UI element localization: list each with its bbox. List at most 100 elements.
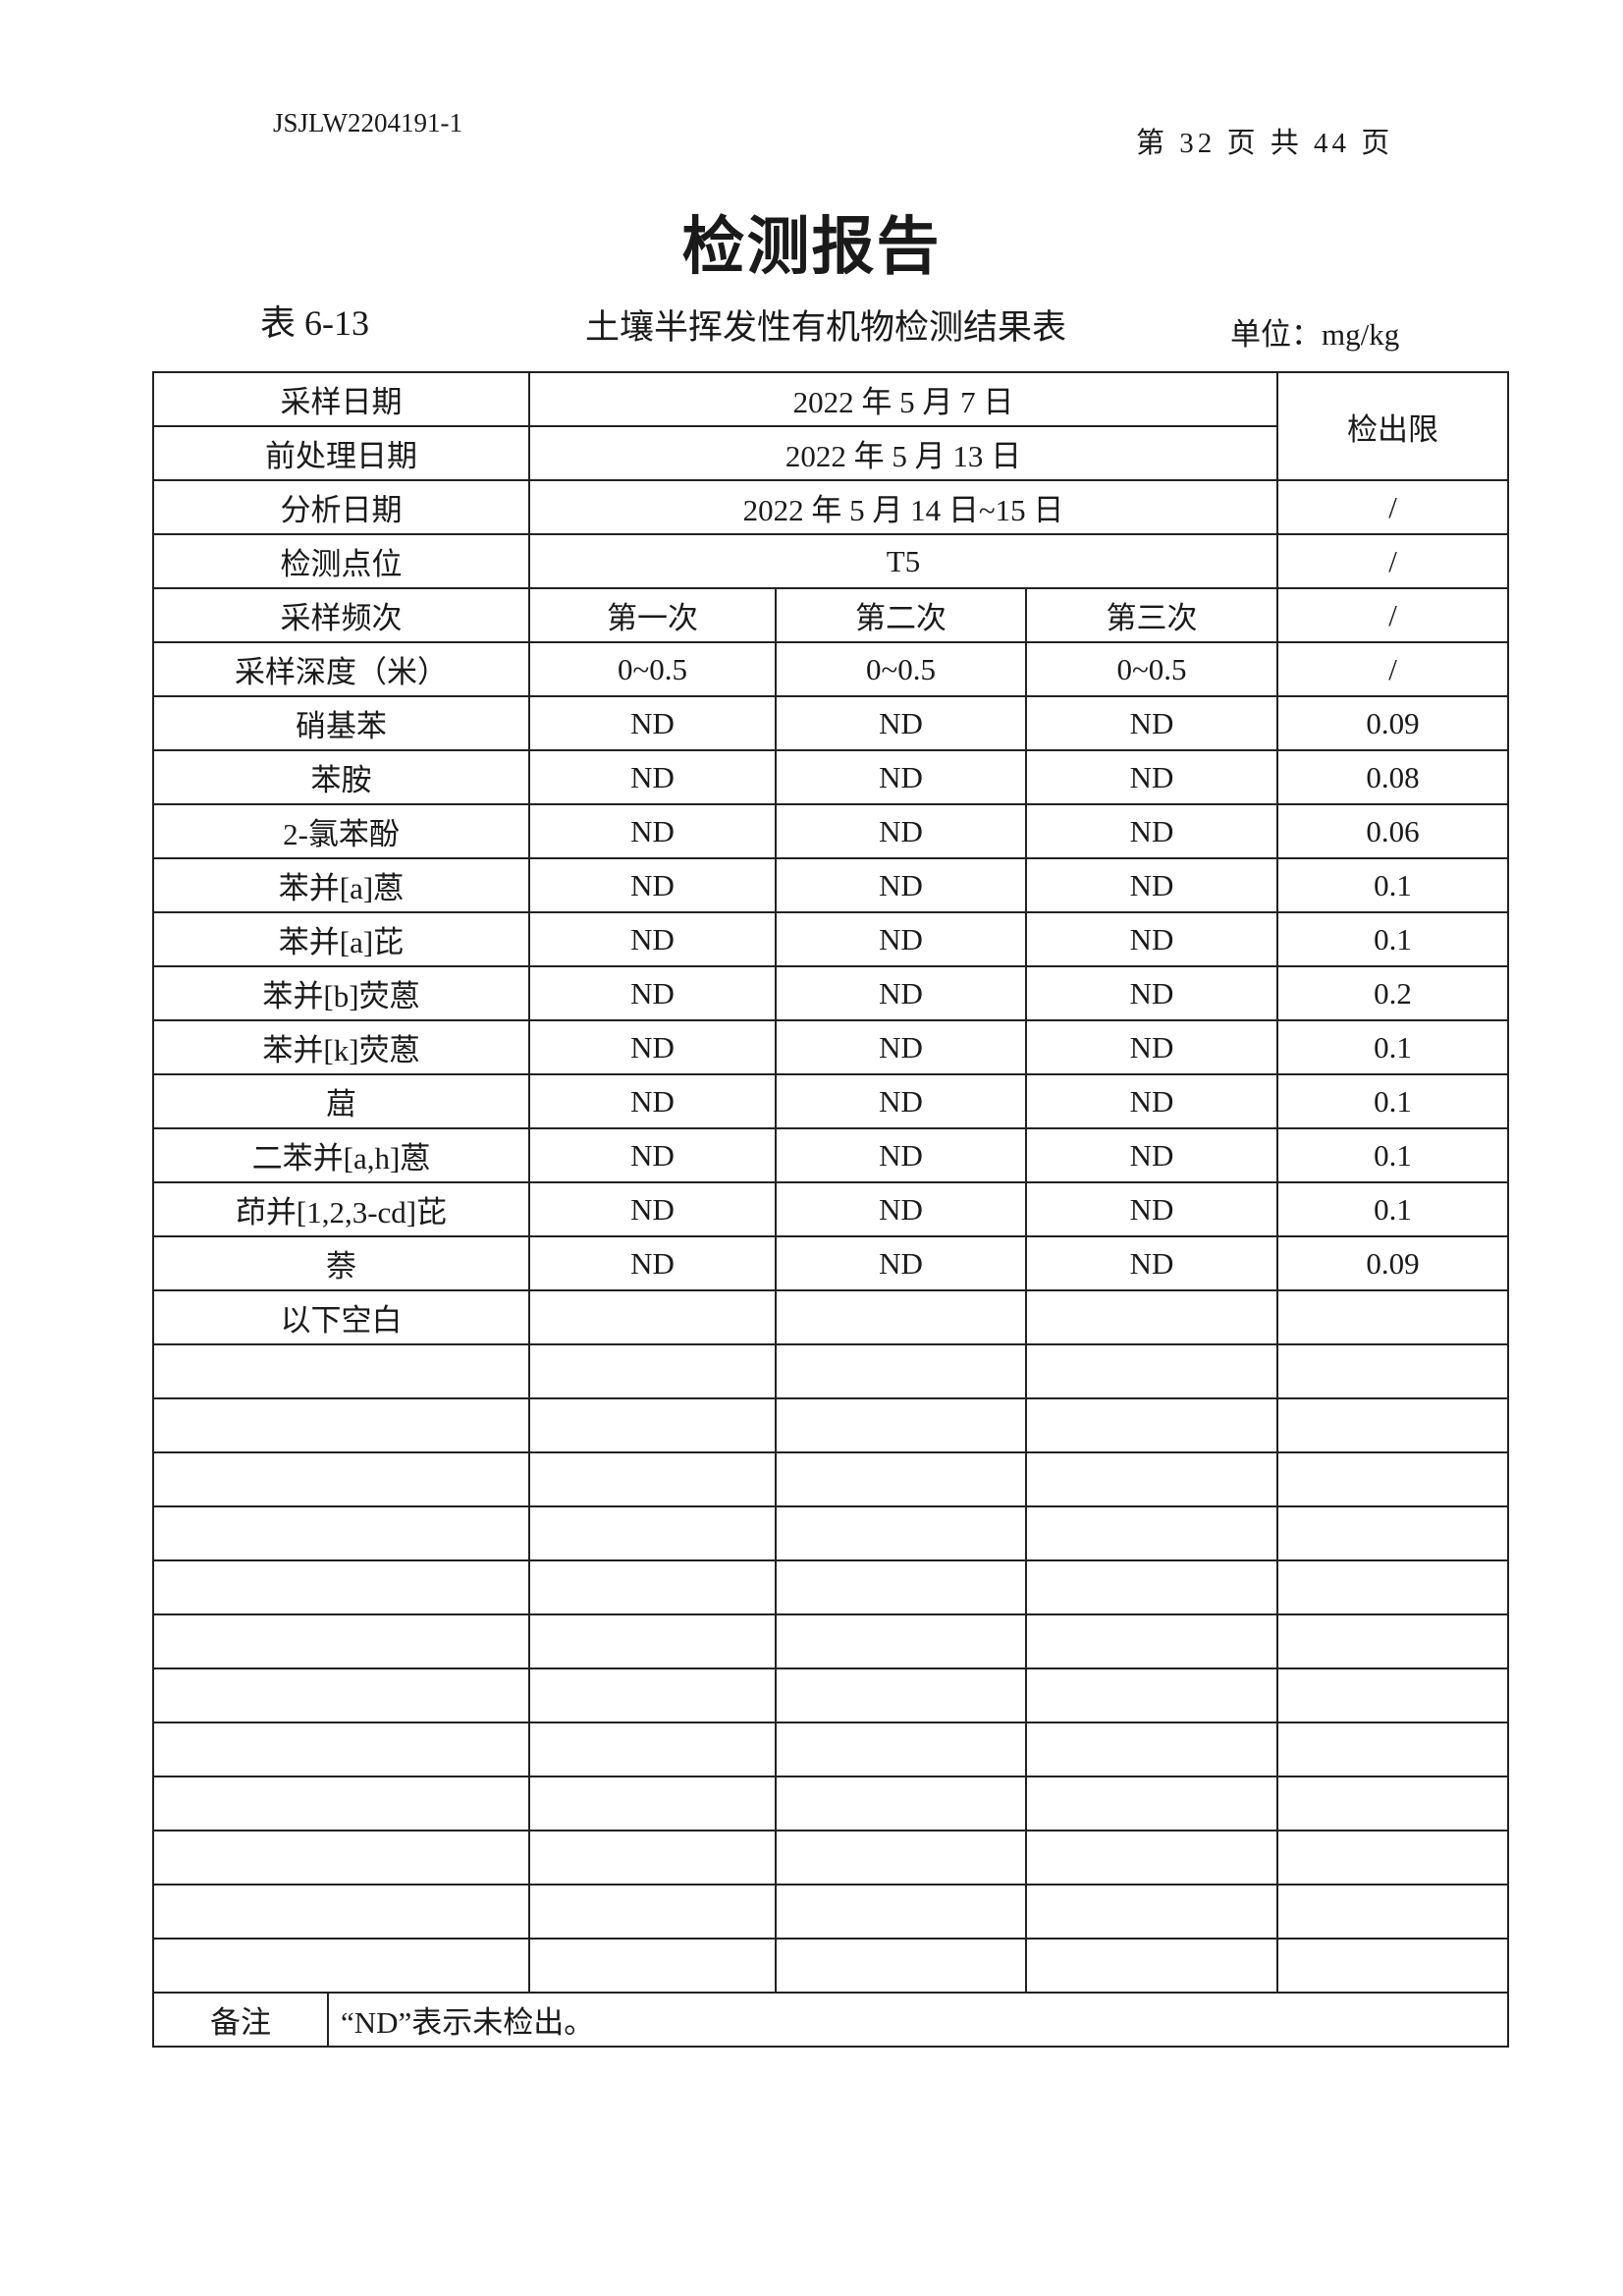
empty-cell <box>1276 1451 1510 1507</box>
result-cell: ND <box>528 1235 777 1291</box>
result-cell: ND <box>775 1235 1027 1291</box>
blank-row <box>152 1776 1510 1831</box>
empty-cell <box>528 1289 777 1345</box>
depth-cell: 0~0.5 <box>528 641 777 697</box>
empty-cell <box>1276 1667 1510 1723</box>
result-cell: ND <box>1024 1073 1279 1129</box>
detection-limit-header: 检出限 <box>1276 371 1510 481</box>
empty-cell <box>775 1884 1027 1940</box>
depth-label: 采样深度（米） <box>152 641 530 697</box>
empty-cell <box>775 1776 1027 1831</box>
limit-cell: / <box>1276 641 1510 697</box>
table-row: 二苯并[a,h]蒽 ND ND ND 0.1 <box>152 1127 1510 1183</box>
pretreat-date-label: 前处理日期 <box>152 425 530 481</box>
result-cell: ND <box>1024 965 1279 1021</box>
empty-cell <box>1276 1397 1510 1453</box>
sampling-date-label: 采样日期 <box>152 371 530 427</box>
empty-cell <box>1276 1722 1510 1777</box>
empty-cell <box>152 1776 530 1831</box>
empty-cell <box>775 1613 1027 1669</box>
result-cell: ND <box>775 1181 1027 1237</box>
compound-name: 2-氯苯酚 <box>152 803 530 859</box>
compound-name: 茚并[1,2,3-cd]芘 <box>152 1181 530 1237</box>
empty-cell <box>1024 1938 1279 1994</box>
frequency-cell: 第一次 <box>528 587 777 643</box>
table-row: 检测点位 T5 / <box>152 533 1510 589</box>
empty-cell <box>1024 1613 1279 1669</box>
blank-row <box>152 1667 1510 1723</box>
compound-name: 硝基苯 <box>152 695 530 751</box>
results-table: 采样日期 2022 年 5 月 7 日 检出限 前处理日期 2022 年 5 月… <box>152 371 1510 2048</box>
table-row: 苯胺 ND ND ND 0.08 <box>152 749 1510 805</box>
result-cell: ND <box>1024 1127 1279 1183</box>
result-cell: ND <box>775 965 1027 1021</box>
result-cell: ND <box>1024 1181 1279 1237</box>
table-row: 采样深度（米） 0~0.5 0~0.5 0~0.5 / <box>152 641 1510 697</box>
blank-row <box>152 1343 1510 1399</box>
table-title: 土壤半挥发性有机物检测结果表 <box>585 308 1067 347</box>
empty-cell <box>1276 1559 1510 1615</box>
empty-cell <box>1276 1830 1510 1886</box>
table-row: 萘 ND ND ND 0.09 <box>152 1235 1510 1291</box>
empty-cell <box>1024 1776 1279 1831</box>
page-title: 检测报告 <box>681 211 942 284</box>
empty-cell <box>1024 1451 1279 1507</box>
empty-cell <box>152 1830 530 1886</box>
result-cell: ND <box>528 803 777 859</box>
empty-cell <box>528 1884 777 1940</box>
empty-cell <box>1024 1559 1279 1615</box>
empty-cell <box>528 1776 777 1831</box>
empty-cell <box>775 1830 1027 1886</box>
blank-row <box>152 1559 1510 1615</box>
compound-name: 苯并[a]蒽 <box>152 857 530 913</box>
table-row: 苯并[k]荧蒽 ND ND ND 0.1 <box>152 1019 1510 1075</box>
result-cell: ND <box>775 857 1027 913</box>
blank-note: 以下空白 <box>152 1289 530 1345</box>
table-row: 硝基苯 ND ND ND 0.09 <box>152 695 1510 751</box>
pretreat-date: 2022 年 5 月 13 日 <box>527 425 1279 481</box>
result-cell: ND <box>528 1073 777 1129</box>
result-cell: ND <box>1024 857 1279 913</box>
depth-cell: 0~0.5 <box>775 641 1027 697</box>
empty-cell <box>528 1722 777 1777</box>
result-cell: ND <box>1024 695 1279 751</box>
empty-cell <box>152 1343 530 1399</box>
empty-cell <box>775 1397 1027 1453</box>
limit-cell: 0.1 <box>1276 1019 1510 1075</box>
empty-cell <box>528 1343 777 1399</box>
empty-cell <box>152 1884 530 1940</box>
result-cell: ND <box>1024 803 1279 859</box>
blank-row <box>152 1722 1510 1777</box>
result-cell: ND <box>1024 749 1279 805</box>
site-label: 检测点位 <box>152 533 530 589</box>
analysis-date: 2022 年 5 月 14 日~15 日 <box>527 479 1279 535</box>
table-row: 茚并[1,2,3-cd]芘 ND ND ND 0.1 <box>152 1181 1510 1237</box>
empty-cell <box>1276 1343 1510 1399</box>
empty-cell <box>152 1559 530 1615</box>
empty-cell <box>1276 1884 1510 1940</box>
table-row: 前处理日期 2022 年 5 月 13 日 <box>152 425 1508 481</box>
remark-row: 备注 “ND”表示未检出。 <box>152 1992 1510 2048</box>
empty-cell <box>152 1613 530 1669</box>
compound-name: 苯并[a]芘 <box>152 911 530 967</box>
compound-name: 萘 <box>152 1235 530 1291</box>
result-cell: ND <box>528 749 777 805</box>
frequency-cell: 第二次 <box>775 587 1027 643</box>
empty-cell <box>528 1397 777 1453</box>
limit-cell: 0.1 <box>1276 857 1510 913</box>
empty-cell <box>1024 1667 1279 1723</box>
depth-cell: 0~0.5 <box>1024 641 1279 697</box>
result-cell: ND <box>775 1019 1027 1075</box>
blank-row <box>152 1397 1510 1453</box>
table-number: 表 6-13 <box>260 303 369 343</box>
empty-cell <box>775 1722 1027 1777</box>
compound-name: 苯胺 <box>152 749 530 805</box>
empty-cell <box>1024 1722 1279 1777</box>
result-cell: ND <box>775 803 1027 859</box>
table-row: 采样日期 2022 年 5 月 7 日 检出限 <box>152 371 1510 481</box>
blank-row <box>152 1884 1510 1940</box>
result-cell: ND <box>528 1181 777 1237</box>
empty-cell <box>775 1938 1027 1994</box>
blank-row <box>152 1451 1510 1507</box>
blank-row <box>152 1505 1510 1561</box>
